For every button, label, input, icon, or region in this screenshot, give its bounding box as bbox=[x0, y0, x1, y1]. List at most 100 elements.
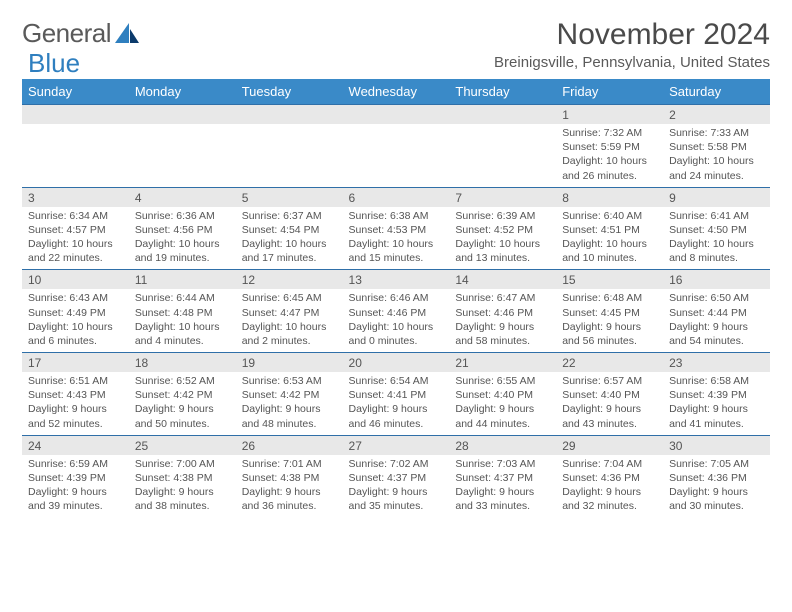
day-detail: Sunrise: 6:44 AMSunset: 4:48 PMDaylight:… bbox=[129, 289, 236, 352]
header: General November 2024 Breinigsville, Pen… bbox=[22, 18, 770, 71]
day-detail: Sunrise: 6:53 AMSunset: 4:42 PMDaylight:… bbox=[236, 372, 343, 435]
day-d2: and 46 minutes. bbox=[349, 417, 444, 431]
dow-friday: Friday bbox=[556, 79, 663, 105]
brand-word-2: Blue bbox=[28, 48, 80, 79]
day-ss: Sunset: 4:40 PM bbox=[455, 388, 550, 402]
day-d2: and 4 minutes. bbox=[135, 334, 230, 348]
dow-thursday: Thursday bbox=[449, 79, 556, 105]
day-ss: Sunset: 4:46 PM bbox=[455, 306, 550, 320]
day-number: 28 bbox=[449, 435, 556, 455]
day-d2: and 38 minutes. bbox=[135, 499, 230, 513]
day-sr: Sunrise: 6:39 AM bbox=[455, 209, 550, 223]
day-detail: Sunrise: 6:52 AMSunset: 4:42 PMDaylight:… bbox=[129, 372, 236, 435]
day-number: 25 bbox=[129, 435, 236, 455]
day-number: 14 bbox=[449, 270, 556, 290]
dow-row: Sunday Monday Tuesday Wednesday Thursday… bbox=[22, 79, 770, 105]
day-d2: and 52 minutes. bbox=[28, 417, 123, 431]
day-detail: Sunrise: 7:01 AMSunset: 4:38 PMDaylight:… bbox=[236, 455, 343, 518]
day-number: 26 bbox=[236, 435, 343, 455]
brand-logo: General bbox=[22, 18, 141, 49]
day-number: 21 bbox=[449, 353, 556, 373]
day-number: 8 bbox=[556, 187, 663, 207]
day-d2: and 13 minutes. bbox=[455, 251, 550, 265]
day-d2: and 58 minutes. bbox=[455, 334, 550, 348]
dow-sunday: Sunday bbox=[22, 79, 129, 105]
day-number: 18 bbox=[129, 353, 236, 373]
day-sr: Sunrise: 6:50 AM bbox=[669, 291, 764, 305]
day-d2: and 2 minutes. bbox=[242, 334, 337, 348]
day-number bbox=[129, 105, 236, 125]
day-d1: Daylight: 9 hours bbox=[455, 320, 550, 334]
detail-row: Sunrise: 6:34 AMSunset: 4:57 PMDaylight:… bbox=[22, 207, 770, 270]
brand-word-1: General bbox=[22, 18, 111, 49]
day-detail: Sunrise: 6:57 AMSunset: 4:40 PMDaylight:… bbox=[556, 372, 663, 435]
detail-row: Sunrise: 6:59 AMSunset: 4:39 PM Daylight:… bbox=[22, 455, 770, 518]
day-number: 3 bbox=[22, 187, 129, 207]
day-ss: Sunset: 4:47 PM bbox=[242, 306, 337, 320]
day-d2: and 54 minutes. bbox=[669, 334, 764, 348]
day-detail: Sunrise: 6:38 AMSunset: 4:53 PMDaylight:… bbox=[343, 207, 450, 270]
day-ss: Sunset: 5:59 PM bbox=[562, 140, 657, 154]
dow-tuesday: Tuesday bbox=[236, 79, 343, 105]
day-ss: Sunset: 4:39 PM bbox=[669, 388, 764, 402]
day-sr: Sunrise: 6:41 AM bbox=[669, 209, 764, 223]
day-number: 24 bbox=[22, 435, 129, 455]
day-sr: Sunrise: 6:59 AM bbox=[28, 457, 123, 471]
day-d2: and 10 minutes. bbox=[562, 251, 657, 265]
day-sr: Sunrise: 6:34 AM bbox=[28, 209, 123, 223]
title-block: November 2024 Breinigsville, Pennsylvani… bbox=[494, 18, 770, 71]
daynum-row: 17181920212223 bbox=[22, 353, 770, 373]
day-ss: Sunset: 4:51 PM bbox=[562, 223, 657, 237]
day-number: 19 bbox=[236, 353, 343, 373]
day-sr: Sunrise: 6:52 AM bbox=[135, 374, 230, 388]
day-sr: Sunrise: 6:57 AM bbox=[562, 374, 657, 388]
day-d1: Daylight: 9 hours bbox=[455, 485, 550, 499]
day-sr: Sunrise: 7:32 AM bbox=[562, 126, 657, 140]
day-d2: and 36 minutes. bbox=[242, 499, 337, 513]
day-detail: Sunrise: 7:02 AMSunset: 4:37 PMDaylight:… bbox=[343, 455, 450, 518]
day-number: 27 bbox=[343, 435, 450, 455]
day-d2: and 39 minutes. bbox=[28, 499, 123, 513]
day-number: 29 bbox=[556, 435, 663, 455]
day-d2: and 26 minutes. bbox=[562, 169, 657, 183]
day-detail: Sunrise: 6:40 AMSunset: 4:51 PMDaylight:… bbox=[556, 207, 663, 270]
day-number bbox=[22, 105, 129, 125]
day-sr: Sunrise: 6:37 AM bbox=[242, 209, 337, 223]
day-number: 11 bbox=[129, 270, 236, 290]
day-detail: Sunrise: 6:41 AMSunset: 4:50 PMDaylight:… bbox=[663, 207, 770, 270]
day-d2: and 33 minutes. bbox=[455, 499, 550, 513]
day-sr: Sunrise: 6:40 AM bbox=[562, 209, 657, 223]
day-d1: Daylight: 9 hours bbox=[242, 485, 337, 499]
day-d2: and 17 minutes. bbox=[242, 251, 337, 265]
day-d1: Daylight: 9 hours bbox=[135, 485, 230, 499]
day-sr: Sunrise: 6:43 AM bbox=[28, 291, 123, 305]
day-number: 7 bbox=[449, 187, 556, 207]
day-d2: and 30 minutes. bbox=[669, 499, 764, 513]
day-ss: Sunset: 4:50 PM bbox=[669, 223, 764, 237]
day-sr: Sunrise: 6:55 AM bbox=[455, 374, 550, 388]
day-d2: and 56 minutes. bbox=[562, 334, 657, 348]
day-detail: Sunrise: 6:46 AMSunset: 4:46 PMDaylight:… bbox=[343, 289, 450, 352]
day-ss: Sunset: 4:52 PM bbox=[455, 223, 550, 237]
day-ss: Sunset: 4:42 PM bbox=[135, 388, 230, 402]
day-detail: Sunrise: 6:51 AMSunset: 4:43 PMDaylight:… bbox=[22, 372, 129, 435]
day-number: 23 bbox=[663, 353, 770, 373]
day-detail: Sunrise: 7:33 AMSunset: 5:58 PMDaylight:… bbox=[663, 124, 770, 187]
day-d2: and 22 minutes. bbox=[28, 251, 123, 265]
day-number: 6 bbox=[343, 187, 450, 207]
day-d2: and 0 minutes. bbox=[349, 334, 444, 348]
day-sr: Sunrise: 7:33 AM bbox=[669, 126, 764, 140]
day-sr: Sunrise: 7:04 AM bbox=[562, 457, 657, 471]
day-ss: Sunset: 4:39 PM bbox=[28, 471, 123, 485]
day-d1: Daylight: 9 hours bbox=[669, 402, 764, 416]
day-d1: Daylight: 9 hours bbox=[28, 402, 123, 416]
day-d1: Daylight: 10 hours bbox=[349, 320, 444, 334]
day-d1: Daylight: 10 hours bbox=[455, 237, 550, 251]
day-number: 4 bbox=[129, 187, 236, 207]
day-d1: Daylight: 10 hours bbox=[135, 237, 230, 251]
day-sr: Sunrise: 7:00 AM bbox=[135, 457, 230, 471]
brand-sail-icon bbox=[115, 23, 141, 45]
day-d1: Daylight: 10 hours bbox=[242, 237, 337, 251]
day-d1: Daylight: 9 hours bbox=[669, 320, 764, 334]
day-ss: Sunset: 4:36 PM bbox=[562, 471, 657, 485]
